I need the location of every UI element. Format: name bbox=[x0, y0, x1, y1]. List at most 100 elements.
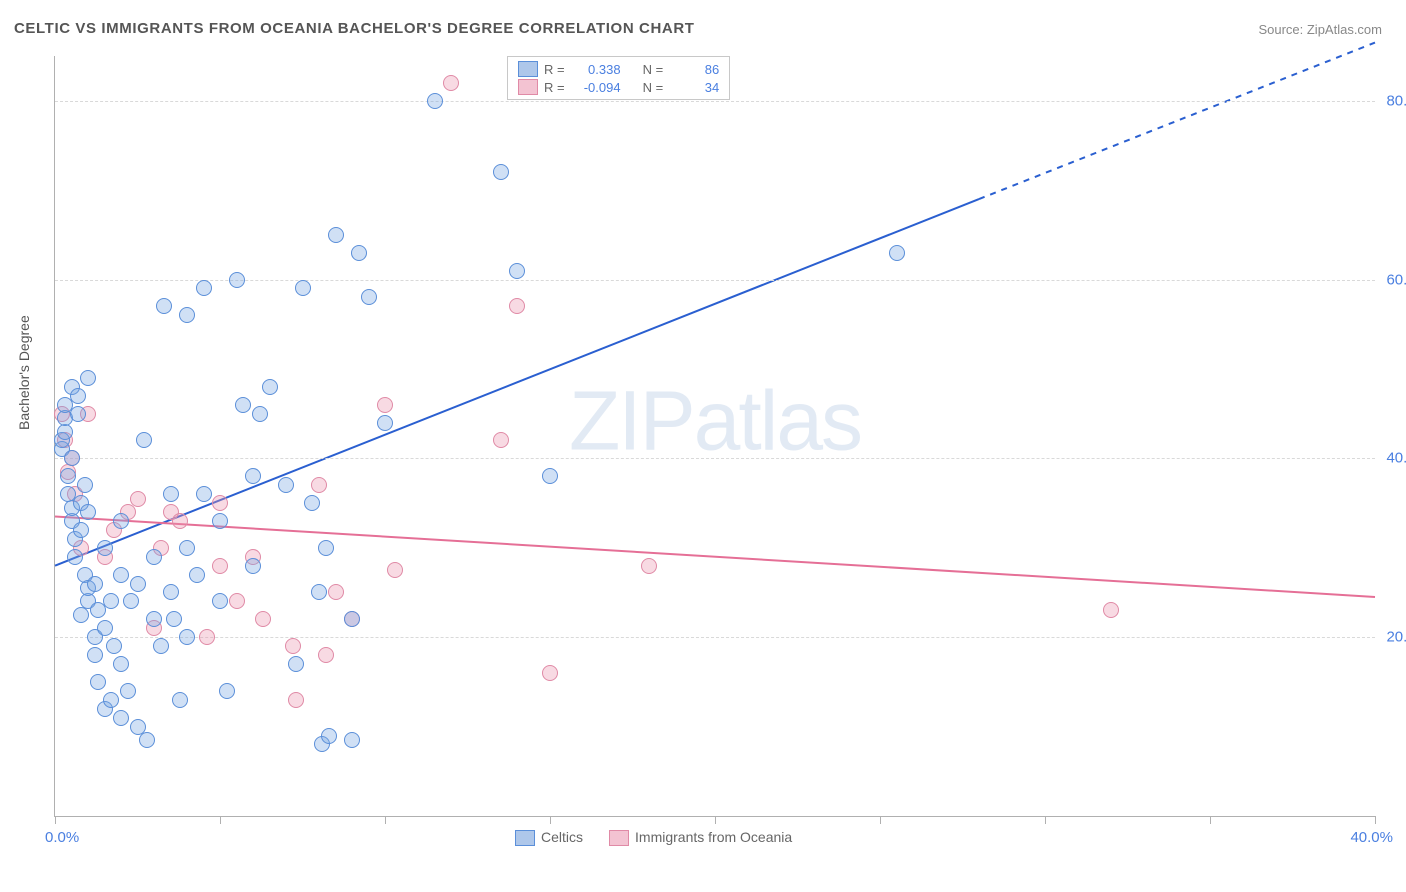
celtics-point bbox=[321, 728, 337, 744]
source-value: ZipAtlas.com bbox=[1307, 22, 1382, 37]
celtics-point bbox=[113, 567, 129, 583]
x-tick bbox=[550, 816, 551, 824]
celtics-point bbox=[229, 272, 245, 288]
celtics-point bbox=[377, 415, 393, 431]
celtics-point bbox=[262, 379, 278, 395]
gridline bbox=[55, 101, 1375, 102]
celtics-point bbox=[212, 513, 228, 529]
r-value-celtics: 0.338 bbox=[571, 62, 621, 77]
chart-title: CELTIC VS IMMIGRANTS FROM OCEANIA BACHEL… bbox=[14, 20, 695, 37]
trend-lines-layer bbox=[55, 56, 1375, 816]
celtics-point bbox=[493, 164, 509, 180]
celtics-point bbox=[328, 227, 344, 243]
celtics-point bbox=[509, 263, 525, 279]
celtics-point bbox=[278, 477, 294, 493]
celtics-point bbox=[163, 486, 179, 502]
x-tick bbox=[1210, 816, 1211, 824]
oceania-point bbox=[318, 647, 334, 663]
celtics-point bbox=[130, 576, 146, 592]
celtics-point bbox=[123, 593, 139, 609]
celtics-point bbox=[87, 576, 103, 592]
oceania-point bbox=[311, 477, 327, 493]
celtics-point bbox=[139, 732, 155, 748]
celtics-point bbox=[351, 245, 367, 261]
n-value-celtics: 86 bbox=[669, 62, 719, 77]
celtics-point bbox=[113, 513, 129, 529]
celtics-point bbox=[212, 593, 228, 609]
oceania-point bbox=[377, 397, 393, 413]
legend-item-celtics: Celtics bbox=[515, 829, 583, 846]
oceania-point bbox=[255, 611, 271, 627]
celtics-point bbox=[73, 522, 89, 538]
oceania-point bbox=[493, 432, 509, 448]
legend-series: Celtics Immigrants from Oceania bbox=[515, 829, 792, 846]
oceania-point bbox=[1103, 602, 1119, 618]
celtics-point bbox=[219, 683, 235, 699]
celtics-point bbox=[73, 607, 89, 623]
x-tick bbox=[55, 816, 56, 824]
oceania-point bbox=[387, 562, 403, 578]
oceania-point bbox=[199, 629, 215, 645]
oceania-point bbox=[542, 665, 558, 681]
swatch-oceania-icon bbox=[609, 830, 629, 846]
celtics-point bbox=[344, 611, 360, 627]
x-axis-min-label: 0.0% bbox=[45, 829, 79, 846]
celtics-point bbox=[179, 629, 195, 645]
x-tick bbox=[1045, 816, 1046, 824]
celtics-point bbox=[80, 504, 96, 520]
celtics-point bbox=[87, 647, 103, 663]
celtics-point bbox=[64, 450, 80, 466]
celtics-point bbox=[80, 370, 96, 386]
celtics-point bbox=[252, 406, 268, 422]
oceania-point bbox=[641, 558, 657, 574]
gridline bbox=[55, 637, 1375, 638]
oceania-point bbox=[130, 491, 146, 507]
celtics-point bbox=[288, 656, 304, 672]
y-tick-label: 80.0% bbox=[1386, 92, 1406, 109]
celtics-point bbox=[196, 280, 212, 296]
legend-stats-oceania: R = -0.094 N = 34 bbox=[518, 79, 719, 95]
celtics-point bbox=[189, 567, 205, 583]
oceania-point bbox=[212, 558, 228, 574]
celtics-point bbox=[153, 638, 169, 654]
source-attribution: Source: ZipAtlas.com bbox=[1258, 22, 1382, 37]
celtics-point bbox=[146, 549, 162, 565]
x-tick bbox=[715, 816, 716, 824]
oceania-point bbox=[509, 298, 525, 314]
x-axis-max-label: 40.0% bbox=[1350, 829, 1393, 846]
celtics-point bbox=[318, 540, 334, 556]
celtics-point bbox=[344, 732, 360, 748]
celtics-point bbox=[136, 432, 152, 448]
celtics-point bbox=[60, 468, 76, 484]
celtics-point bbox=[889, 245, 905, 261]
celtics-point bbox=[103, 593, 119, 609]
n-value-oceania: 34 bbox=[669, 80, 719, 95]
celtics-point bbox=[245, 468, 261, 484]
celtics-point bbox=[166, 611, 182, 627]
celtics-point bbox=[172, 692, 188, 708]
celtics-point bbox=[196, 486, 212, 502]
r-label: R = bbox=[544, 62, 565, 77]
celtics-point bbox=[70, 388, 86, 404]
celtics-point bbox=[304, 495, 320, 511]
oceania-point bbox=[285, 638, 301, 654]
y-tick-label: 20.0% bbox=[1386, 629, 1406, 646]
celtics-point bbox=[163, 584, 179, 600]
n-label: N = bbox=[643, 62, 664, 77]
swatch-celtics-icon bbox=[515, 830, 535, 846]
oceania-point bbox=[172, 513, 188, 529]
x-tick bbox=[220, 816, 221, 824]
gridline bbox=[55, 280, 1375, 281]
celtics-point bbox=[97, 620, 113, 636]
celtics-point bbox=[311, 584, 327, 600]
oceania-point bbox=[288, 692, 304, 708]
celtics-point bbox=[245, 558, 261, 574]
y-tick-label: 60.0% bbox=[1386, 271, 1406, 288]
celtics-point bbox=[106, 638, 122, 654]
legend-item-oceania: Immigrants from Oceania bbox=[609, 829, 792, 846]
source-prefix: Source: bbox=[1258, 22, 1306, 37]
celtics-point bbox=[295, 280, 311, 296]
watermark: ZIPatlas bbox=[569, 372, 861, 469]
celtics-point bbox=[103, 692, 119, 708]
celtics-point bbox=[77, 477, 93, 493]
